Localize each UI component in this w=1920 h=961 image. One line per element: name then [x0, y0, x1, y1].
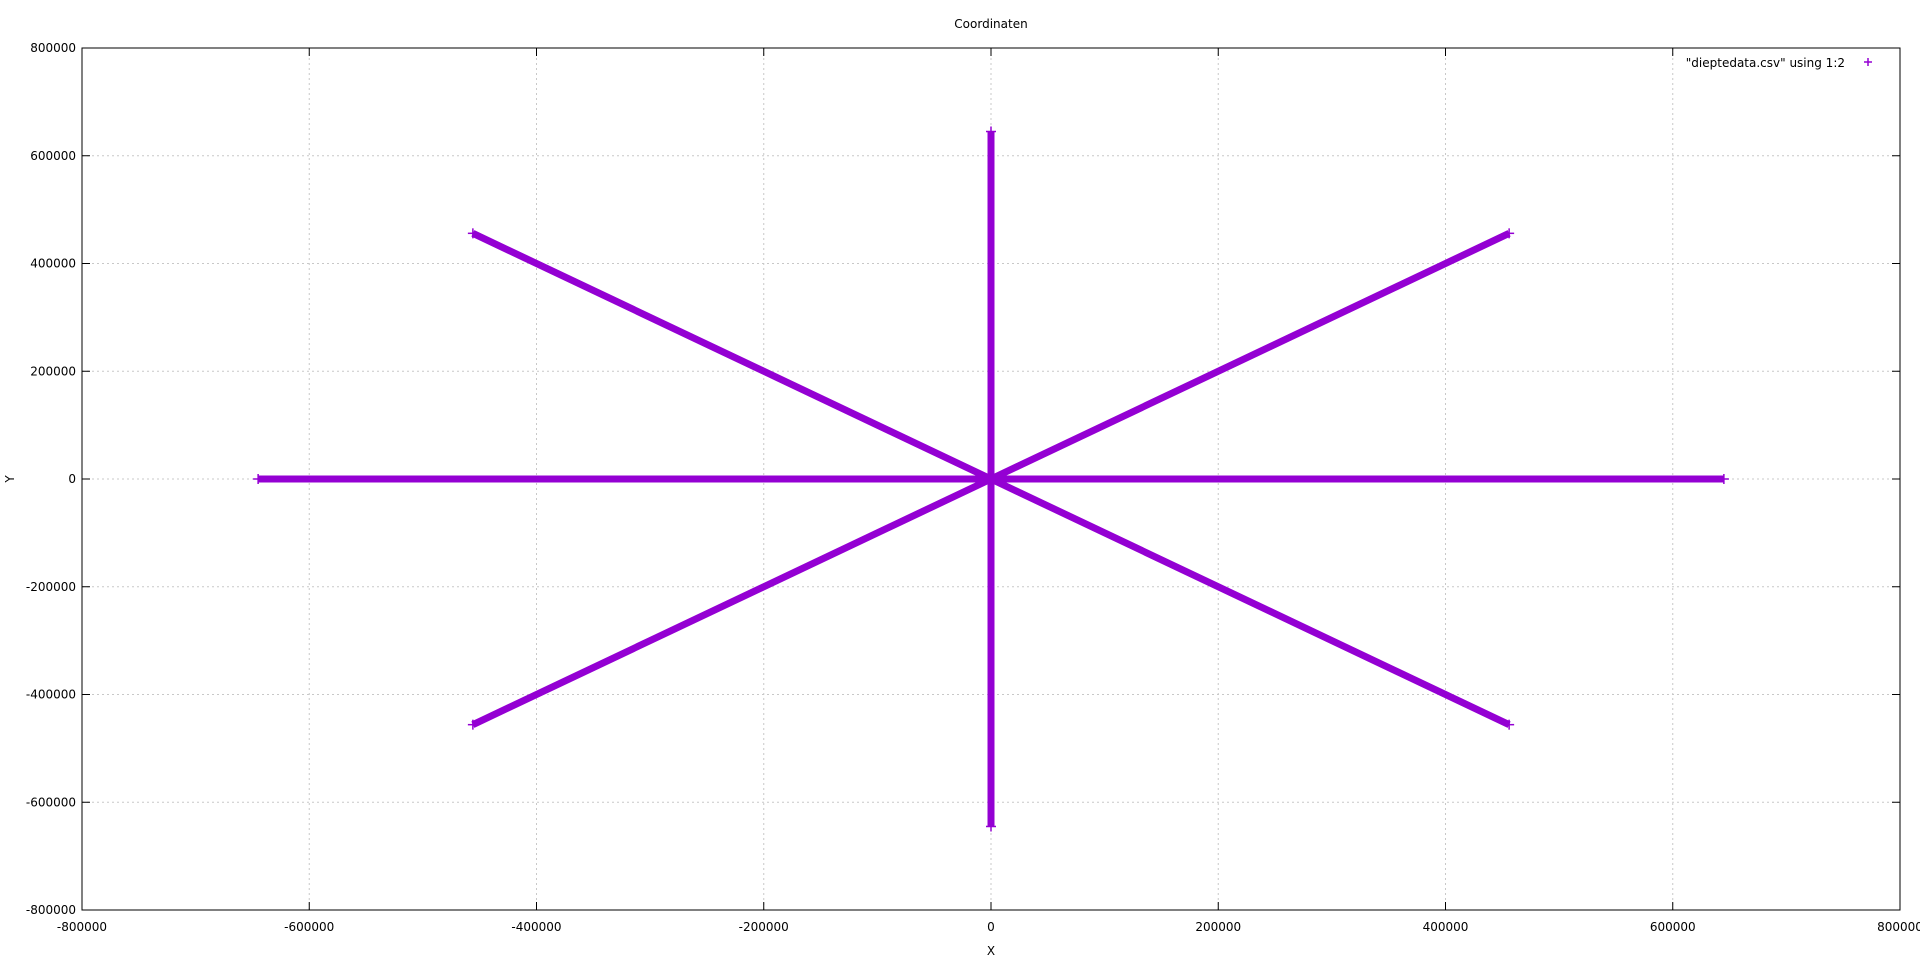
y-tick-label: 800000: [30, 41, 76, 55]
y-tick-label: 200000: [30, 364, 76, 378]
y-tick-label: -600000: [26, 795, 76, 809]
x-tick-label: 200000: [1195, 920, 1241, 934]
y-tick-label: 0: [68, 472, 76, 486]
x-tick-label: -800000: [57, 920, 107, 934]
data-ray: [471, 475, 993, 728]
data-ray: [471, 230, 993, 483]
legend: "dieptedata.csv" using 1:2: [1686, 56, 1872, 70]
axis-ticks: -800000 -600000 -400000 -200000 0 200000 40000…: [26, 41, 1920, 934]
y-tick-label: -800000: [26, 903, 76, 917]
chart-title: Coordinaten: [954, 17, 1027, 31]
y-axis-label: Y: [3, 475, 17, 484]
x-tick-label: -200000: [739, 920, 789, 934]
legend-label: "dieptedata.csv" using 1:2: [1686, 56, 1845, 70]
y-tick-label: -400000: [26, 688, 76, 702]
legend-marker: [1864, 58, 1872, 66]
y-tick-label: -200000: [26, 580, 76, 594]
y-tick-label: 400000: [30, 257, 76, 271]
x-tick-label: -600000: [284, 920, 334, 934]
data-points: [253, 126, 1729, 832]
data-ray: [989, 475, 1511, 728]
x-tick-label: -400000: [511, 920, 561, 934]
x-tick-label: 800000: [1877, 920, 1920, 934]
data-ray: [989, 230, 1511, 483]
x-tick-label: 0: [987, 920, 995, 934]
y-tick-label: 600000: [30, 149, 76, 163]
x-tick-label: 600000: [1650, 920, 1696, 934]
x-axis-label: X: [987, 944, 995, 958]
x-tick-label: 400000: [1423, 920, 1469, 934]
